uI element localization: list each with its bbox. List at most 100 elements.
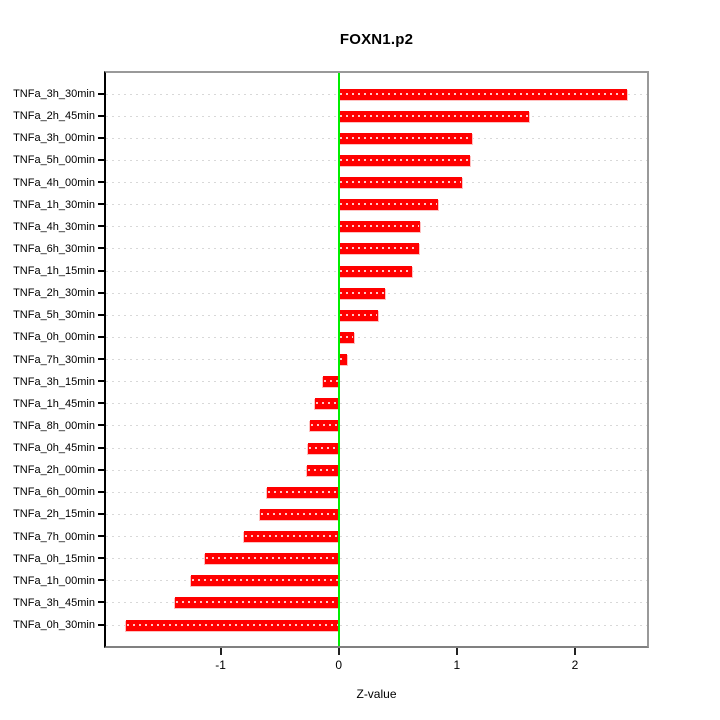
y-axis-tick (98, 468, 106, 471)
plot-area: TNFa_3h_30min TNFa_2h_45min TNFa_3h_00min T… (13, 71, 649, 672)
bar-row: TNFa_2h_15min (13, 508, 647, 520)
bar-row: TNFa_0h_00min (13, 331, 647, 343)
y-axis-tick (98, 291, 106, 294)
category-label: TNFa_7h_30min (13, 353, 95, 366)
bar (259, 508, 339, 520)
bar-row: TNFa_2h_00min (13, 464, 647, 476)
x-axis-tick (455, 648, 458, 655)
bar (338, 265, 412, 277)
category-label: TNFa_7h_00min (13, 530, 95, 543)
bar (266, 486, 339, 498)
category-label: TNFa_1h_00min (13, 574, 95, 587)
row-gridline (106, 425, 647, 427)
x-tick-label: 2 (571, 658, 579, 672)
bar (306, 464, 339, 476)
category-label: TNFa_1h_15min (13, 265, 95, 277)
category-label: TNFa_0h_00min (13, 331, 95, 344)
bar-row: TNFa_1h_30min (13, 199, 647, 211)
category-label: TNFa_0h_45min (13, 442, 95, 454)
x-tick-label: 1 (453, 658, 461, 672)
y-axis-tick (98, 623, 106, 626)
row-gridline (106, 491, 647, 493)
row-gridline (106, 359, 647, 360)
row-gridline (106, 536, 647, 537)
category-label: TNFa_3h_30min (13, 88, 95, 100)
bar-row: TNFa_5h_00min (13, 154, 647, 166)
x-axis-label: Z-value (356, 687, 397, 701)
y-axis-tick (98, 535, 106, 537)
bar-row: TNFa_1h_45min (13, 398, 647, 410)
y-axis-tick (98, 424, 106, 427)
bar (338, 132, 473, 144)
bar (338, 154, 470, 166)
category-label: TNFa_8h_00min (13, 419, 95, 432)
y-axis-tick (98, 114, 106, 117)
row-gridline (106, 403, 647, 405)
x-tick-label: 0 (335, 658, 343, 672)
bar (310, 420, 339, 432)
row-gridline (106, 381, 647, 383)
bar (338, 287, 385, 299)
y-axis-tick (98, 490, 106, 493)
bar-row: TNFa_4h_00min (13, 177, 647, 189)
bar (244, 531, 339, 542)
bar-row: TNFa_2h_45min (13, 110, 647, 122)
bar-row: TNFa_3h_15min (13, 376, 647, 388)
category-label: TNFa_0h_30min (13, 619, 95, 631)
bar (338, 243, 419, 255)
y-axis-tick (98, 358, 106, 360)
bar (338, 331, 355, 343)
bar-row: TNFa_0h_30min (13, 619, 647, 631)
y-axis-tick (98, 158, 106, 161)
bar (191, 575, 339, 587)
bar (174, 597, 339, 609)
bar (338, 354, 347, 365)
bar (338, 110, 529, 122)
y-axis-tick (98, 269, 106, 272)
bar-row: TNFa_4h_30min (13, 221, 647, 233)
x-axis-tick (337, 648, 340, 655)
y-axis-tick (98, 225, 106, 228)
bar-row: TNFa_3h_00min (13, 132, 647, 144)
category-label: TNFa_2h_45min (13, 110, 95, 123)
row-gridline (106, 513, 647, 515)
row-gridline (106, 336, 647, 338)
category-label: TNFa_4h_30min (13, 220, 95, 233)
bar (338, 309, 378, 321)
y-axis-tick (98, 136, 106, 139)
category-label: TNFa_5h_00min (13, 154, 95, 167)
category-label: TNFa_6h_30min (13, 242, 95, 255)
bar (315, 398, 339, 410)
bar (338, 199, 438, 211)
bar-row: TNFa_1h_00min (13, 575, 647, 587)
y-axis-tick (98, 402, 106, 405)
bar (338, 88, 627, 100)
chart-title: FOXN1.p2 (339, 31, 414, 48)
y-axis-tick (98, 203, 106, 206)
category-label: TNFa_3h_00min (13, 132, 95, 145)
category-label: TNFa_4h_00min (13, 176, 95, 189)
bar-row: TNFa_7h_00min (13, 531, 647, 543)
category-label: TNFa_6h_00min (13, 486, 95, 499)
x-axis-tick (219, 648, 222, 655)
x-tick-label: -1 (215, 658, 226, 672)
bar-row: TNFa_5h_30min (13, 309, 647, 321)
bar-row: TNFa_6h_30min (13, 243, 647, 255)
row-gridline (106, 469, 647, 471)
x-axis-tick (573, 648, 576, 655)
y-axis-tick (98, 335, 106, 338)
bar (338, 221, 421, 233)
bar (205, 553, 339, 565)
row-gridline (106, 580, 647, 582)
row-gridline (106, 624, 647, 626)
y-axis-tick (98, 247, 106, 250)
category-label: TNFa_1h_30min (13, 198, 95, 211)
category-label: TNFa_1h_45min (13, 397, 95, 410)
y-axis-tick (98, 92, 106, 95)
y-axis-tick (98, 181, 106, 183)
bar-row: TNFa_3h_30min (13, 88, 647, 100)
bar (307, 442, 339, 454)
y-axis-tick (98, 579, 106, 582)
zero-reference-line (337, 73, 340, 646)
